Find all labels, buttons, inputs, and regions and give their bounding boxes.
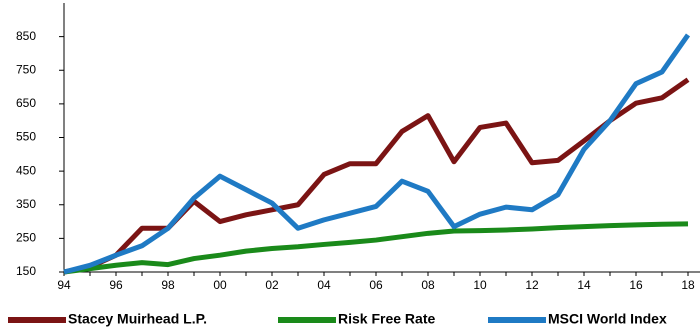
y-tick-label: 250 [16,231,36,245]
x-tick-label: 14 [577,278,591,292]
legend-label: Stacey Muirhead L.P. [68,311,207,327]
y-tick-label: 550 [16,130,36,144]
y-tick-label: 750 [16,62,36,76]
x-tick-label: 04 [317,278,331,292]
y-tick-label: 650 [16,96,36,110]
series-line [63,33,691,275]
legend-label: Risk Free Rate [338,311,435,327]
x-tick-label: 94 [57,278,71,292]
y-tick-label: 350 [16,197,36,211]
legend-label: MSCI World Index [548,311,667,327]
x-tick-label: 16 [629,278,643,292]
x-tick-label: 02 [265,278,279,292]
y-tick-label: 150 [16,264,36,278]
x-tick-label: 96 [109,278,123,292]
series-line [63,77,690,275]
x-tick-label: 12 [525,278,539,292]
x-tick-label: 98 [161,278,175,292]
x-tick-label: 10 [473,278,487,292]
x-tick-label: 00 [213,278,227,292]
series-line [63,221,689,275]
x-tick-label: 18 [681,278,695,292]
x-tick-label: 06 [369,278,383,292]
y-tick-label: 850 [16,29,36,43]
y-tick-label: 450 [16,163,36,177]
x-tick-label: 08 [421,278,435,292]
